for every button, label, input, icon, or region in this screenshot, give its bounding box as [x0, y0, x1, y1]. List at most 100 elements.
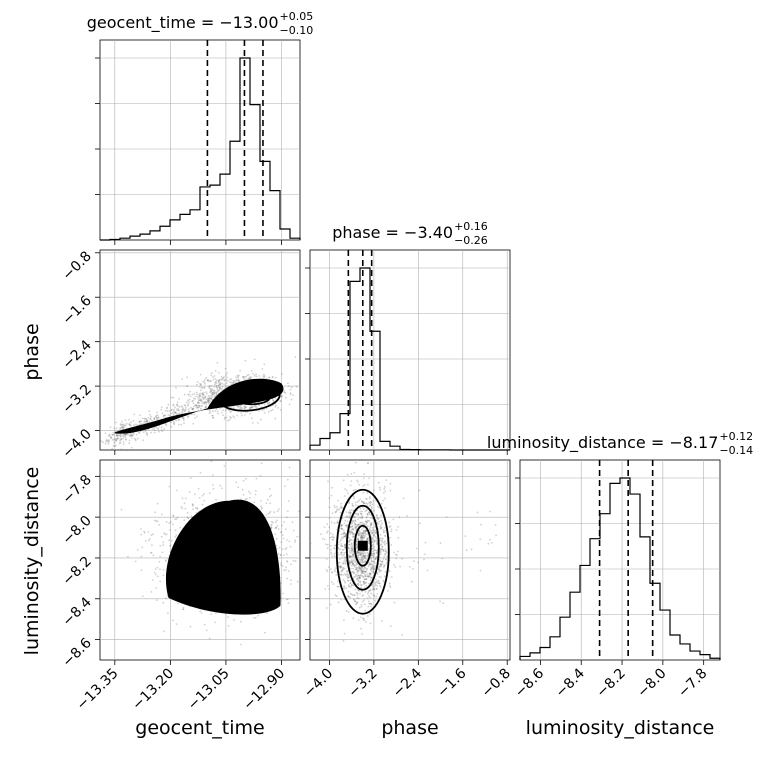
sample-point	[141, 595, 144, 598]
sample-point	[153, 418, 156, 421]
sample-point	[385, 562, 388, 565]
sample-point	[119, 435, 122, 437]
sample-point	[344, 543, 346, 546]
sample-point	[181, 406, 184, 409]
sample-point	[156, 520, 159, 523]
sample-point	[190, 515, 193, 518]
sample-point	[361, 521, 364, 524]
sample-point	[156, 411, 158, 414]
sample-point	[277, 528, 280, 530]
sample-point	[363, 522, 365, 525]
sample-point	[191, 400, 194, 402]
sample-point	[360, 536, 362, 539]
sample-point	[363, 578, 366, 580]
sample-point	[173, 413, 175, 416]
sample-point	[392, 518, 395, 521]
sample-point	[343, 560, 345, 563]
sample-point	[215, 386, 218, 389]
sample-point	[359, 553, 362, 555]
sample-point	[270, 523, 273, 526]
sample-point	[396, 554, 398, 557]
sample-point	[289, 583, 292, 585]
sample-point	[343, 532, 346, 535]
sample-point	[211, 398, 213, 401]
sample-point	[190, 406, 192, 409]
sample-point	[372, 543, 374, 546]
sample-point	[219, 381, 221, 384]
sample-point	[143, 417, 146, 420]
sample-point	[356, 602, 358, 605]
sample-point	[235, 376, 238, 379]
sample-point	[346, 575, 349, 578]
sample-point	[216, 410, 219, 413]
sample-point	[187, 394, 190, 396]
sample-point	[230, 406, 233, 409]
sample-point	[378, 506, 380, 509]
sample-point	[361, 566, 363, 569]
sample-point	[157, 416, 160, 419]
sample-point	[369, 572, 371, 575]
sample-point	[198, 395, 201, 397]
sample-point	[328, 506, 331, 508]
sample-point	[195, 383, 198, 386]
sample-point	[194, 404, 197, 407]
sample-point	[159, 544, 162, 547]
sample-point	[237, 486, 240, 489]
sample-point	[359, 507, 362, 510]
sample-point	[355, 603, 357, 606]
sample-point	[108, 439, 110, 441]
sample-point	[202, 394, 205, 396]
sample-point	[373, 533, 376, 536]
sample-point	[343, 559, 346, 561]
sample-point	[150, 552, 152, 554]
sample-point	[331, 571, 334, 574]
sample-point	[349, 555, 352, 558]
sample-point	[227, 616, 230, 618]
sample-point	[246, 498, 248, 500]
sample-point	[172, 515, 175, 517]
sample-point	[217, 390, 219, 393]
x-tick-label: −4.0	[301, 666, 336, 701]
sample-point	[219, 484, 222, 487]
sample-point	[124, 419, 127, 421]
sample-point	[104, 432, 107, 435]
sample-point	[367, 555, 369, 558]
sample-point	[217, 412, 220, 415]
sample-point	[361, 561, 364, 564]
sample-point	[377, 481, 380, 484]
sample-point	[343, 598, 346, 601]
sample-point	[363, 554, 366, 557]
sample-point	[375, 551, 378, 554]
sample-point	[479, 538, 482, 541]
sample-point	[275, 526, 278, 529]
sample-point	[338, 553, 340, 556]
sample-point	[353, 516, 356, 518]
sample-point	[235, 379, 238, 381]
sample-point	[361, 535, 364, 538]
sample-point	[370, 554, 373, 557]
sample-point	[489, 538, 491, 541]
sample-point	[107, 441, 110, 443]
sample-point	[362, 617, 365, 620]
sample-point	[360, 571, 363, 574]
sample-point	[368, 504, 371, 507]
sample-point	[200, 407, 202, 410]
sample-point	[337, 580, 339, 583]
sample-point	[207, 397, 209, 399]
sample-point	[119, 428, 121, 430]
sample-point	[358, 532, 361, 535]
sample-point	[363, 560, 366, 563]
sample-point	[424, 553, 426, 556]
sample-point	[167, 403, 170, 406]
sample-point	[282, 537, 285, 540]
sample-point	[170, 409, 173, 412]
sample-point	[269, 502, 272, 505]
sample-point	[339, 511, 342, 514]
sample-point	[201, 402, 204, 404]
sample-point	[352, 572, 355, 575]
sample-point	[369, 524, 372, 526]
sample-point	[464, 535, 467, 537]
sample-point	[114, 438, 117, 441]
x-tick-label: −8.2	[594, 666, 629, 701]
sample-point	[445, 516, 448, 518]
